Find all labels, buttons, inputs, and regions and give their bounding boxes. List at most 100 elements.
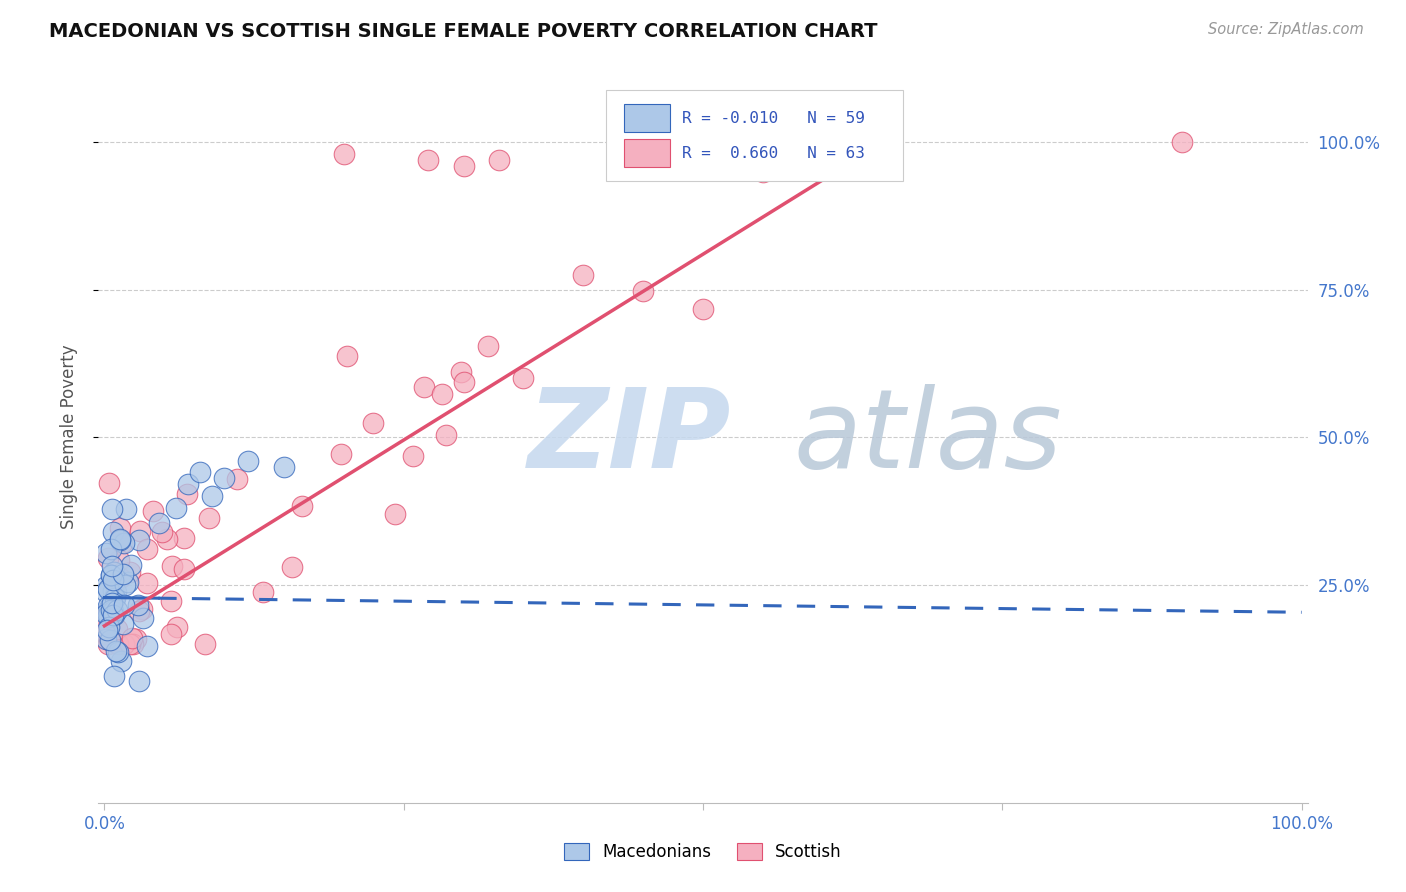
Text: ZIP: ZIP [527,384,731,491]
Point [329,447,352,461]
Point [100,599,122,614]
Point [193,636,215,650]
Point [94,632,117,646]
Point [107,636,129,650]
Point [98,633,121,648]
Point [631,284,654,298]
Point [114,578,136,592]
Point [98,633,121,648]
Point [107,644,129,658]
Point [111,535,134,549]
Point [110,533,132,548]
Point [165,500,187,515]
Point [104,644,127,658]
Bar [624,139,671,167]
Point [127,599,149,613]
Point [94,584,117,599]
Point [148,516,170,531]
Point [416,153,439,167]
Point [94,546,117,560]
Point [105,623,128,637]
Point [104,585,127,599]
Point [96,607,118,621]
Legend: Macedonians, Scottish: Macedonians, Scottish [558,836,848,868]
Point [159,627,181,641]
Point [166,620,188,634]
Point [160,559,183,574]
Point [201,489,224,503]
Point [121,632,143,646]
Point [176,486,198,500]
Point [112,598,135,612]
Point [450,365,472,379]
Text: R =  0.660   N = 63: R = 0.660 N = 63 [682,145,865,161]
Point [100,541,122,556]
Point [136,639,159,653]
Point [97,582,120,596]
Point [97,599,120,614]
Point [103,591,125,605]
Point [122,636,145,650]
Point [128,673,150,688]
Point [94,627,117,641]
Text: Source: ZipAtlas.com: Source: ZipAtlas.com [1208,22,1364,37]
Y-axis label: Single Female Poverty: Single Female Poverty [59,345,77,529]
Point [101,607,124,622]
Point [100,567,122,582]
Bar [624,104,671,132]
Point [108,553,131,567]
Point [1171,135,1194,149]
Point [120,636,142,650]
Point [98,620,121,634]
Point [129,524,152,539]
Point [477,339,499,353]
Point [97,604,120,618]
Point [101,584,124,599]
Point [100,568,122,582]
Point [136,541,159,556]
Point [96,623,118,637]
Point [103,604,125,618]
Point [108,521,131,535]
Point [105,603,128,617]
Point [103,565,125,579]
Point [336,349,359,363]
Point [112,636,135,650]
Point [125,632,148,646]
Point [453,375,475,389]
Point [572,268,595,283]
Point [101,596,124,610]
Point [512,371,534,385]
Point [361,416,384,430]
Point [101,502,124,516]
Point [198,511,221,525]
FancyBboxPatch shape [606,90,903,181]
Point [434,428,457,442]
Point [333,147,356,161]
Point [236,453,259,467]
Point [97,476,120,491]
Point [173,562,195,576]
Point [111,567,134,582]
Point [488,153,510,167]
Point [108,532,131,546]
Point [111,616,134,631]
Point [97,551,120,566]
Text: atlas: atlas [793,384,1063,491]
Point [97,636,120,650]
Point [156,533,179,547]
Point [188,466,211,480]
Point [120,558,142,573]
Text: MACEDONIAN VS SCOTTISH SINGLE FEMALE POVERTY CORRELATION CHART: MACEDONIAN VS SCOTTISH SINGLE FEMALE POV… [49,22,877,41]
Point [112,536,135,550]
Point [412,380,434,394]
Point [128,604,150,618]
Point [402,450,425,464]
Point [142,504,165,518]
Point [110,655,132,669]
Point [430,387,453,401]
Point [273,459,295,474]
Point [131,601,153,615]
Point [117,574,139,589]
Point [252,584,274,599]
